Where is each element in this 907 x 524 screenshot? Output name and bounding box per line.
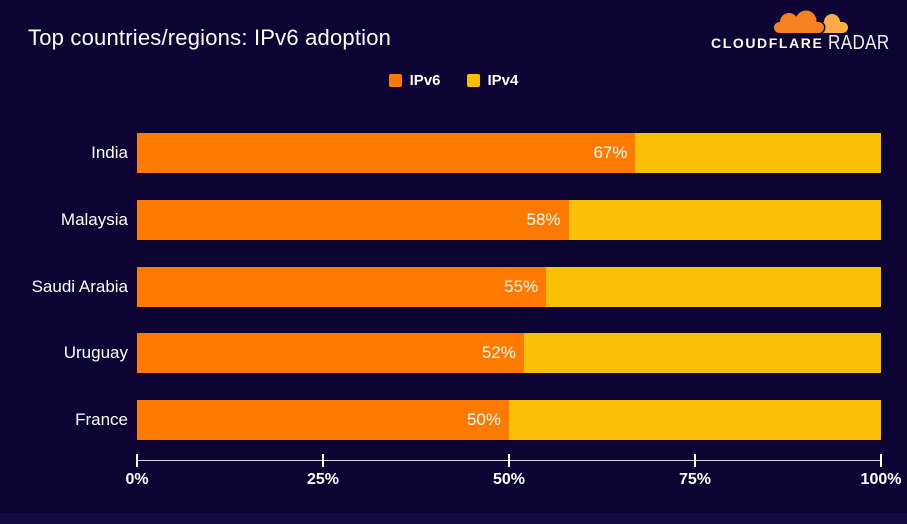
bar-segment-ipv6[interactable]: 55% xyxy=(137,266,547,307)
category-label: Saudi Arabia xyxy=(31,276,128,296)
brand-wordmark: CLOUDFLARE RADAR xyxy=(711,32,901,55)
legend-item-ipv4[interactable]: IPv4 xyxy=(466,72,519,89)
bar-segment-ipv6[interactable]: 67% xyxy=(137,133,636,173)
x-axis-tick xyxy=(322,454,324,467)
page-title: Top countries/regions: IPv6 adoption xyxy=(28,25,392,50)
x-axis-tick-label: 75% xyxy=(678,471,712,488)
x-axis-tick xyxy=(880,454,882,467)
bar-value-label: 55% xyxy=(504,276,539,296)
x-axis-tick xyxy=(694,454,696,467)
bar-value-label: 67% xyxy=(593,143,628,162)
stacked-bar: 50% xyxy=(137,400,881,440)
bar-segment-ipv4[interactable] xyxy=(635,133,881,173)
chart-legend: IPv6 IPv4 xyxy=(0,72,907,89)
legend-label: IPv4 xyxy=(487,72,519,89)
bar-segment-ipv4[interactable] xyxy=(523,333,881,374)
x-axis-tick-label: 0% xyxy=(125,471,149,488)
chart-row: Uruguay 52% xyxy=(0,333,907,374)
category-label: France xyxy=(75,410,128,429)
legend-swatch-ipv6 xyxy=(388,74,402,87)
bar-segment-ipv6[interactable]: 50% xyxy=(137,400,509,440)
legend-swatch-ipv4 xyxy=(466,74,480,87)
category-label: Uruguay xyxy=(63,343,128,363)
x-axis-tick-label: 50% xyxy=(492,471,526,488)
cloudflare-radar-logo: CLOUDFLARE RADAR xyxy=(711,10,901,55)
chart-row: Malaysia 58% xyxy=(0,199,907,240)
stacked-bar: 58% xyxy=(137,199,881,240)
category-label: Malaysia xyxy=(60,209,128,229)
brand-cloudflare-text: CLOUDFLARE xyxy=(711,35,824,51)
bar-value-label: 52% xyxy=(481,343,516,363)
bar-segment-ipv4[interactable] xyxy=(546,266,881,307)
stacked-bar: 52% xyxy=(137,333,881,374)
cloudflare-cloud-icon xyxy=(772,10,848,34)
category-label: India xyxy=(91,143,128,162)
bar-segment-ipv6[interactable]: 52% xyxy=(137,333,524,374)
bar-segment-ipv4[interactable] xyxy=(509,400,881,440)
bar-segment-ipv4[interactable] xyxy=(568,199,881,240)
x-axis-tick-label: 100% xyxy=(860,471,902,488)
chart-row: France 50% xyxy=(0,400,907,440)
bar-value-label: 58% xyxy=(526,209,561,229)
brand-radar-text: RADAR xyxy=(828,32,891,54)
bar-value-label: 50% xyxy=(466,410,501,429)
legend-item-ipv6[interactable]: IPv6 xyxy=(388,72,441,89)
legend-label: IPv6 xyxy=(409,72,441,89)
chart-row: Saudi Arabia 55% xyxy=(0,266,907,307)
x-axis-tick xyxy=(136,454,138,467)
chart-row: India 67% xyxy=(0,133,907,173)
stacked-bar: 55% xyxy=(137,266,881,307)
bar-segment-ipv6[interactable]: 58% xyxy=(137,199,569,240)
bottom-edge-strip xyxy=(0,513,907,524)
stacked-bar: 67% xyxy=(137,133,881,173)
x-axis-tick-label: 25% xyxy=(306,471,340,488)
x-axis-tick xyxy=(508,454,510,467)
